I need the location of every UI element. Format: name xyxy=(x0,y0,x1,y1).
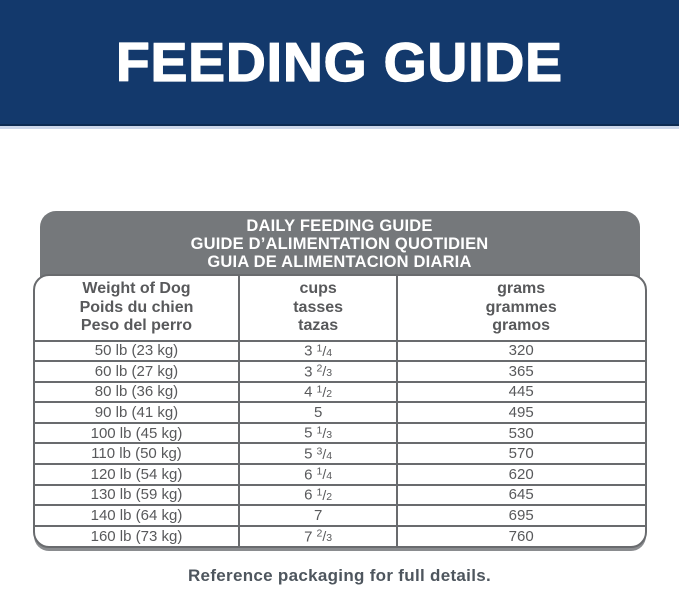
cups-fraction: 1/2 xyxy=(316,486,333,503)
grams-cell: 620 xyxy=(395,463,645,485)
cups-fraction: 1/3 xyxy=(316,424,333,441)
weight-cell: 90 lb (41 kg) xyxy=(34,401,240,423)
grams-cell: 365 xyxy=(395,360,645,382)
header-row: Weight of Dog Poids du chien Peso del pe… xyxy=(35,276,645,341)
cups-cell: 4 1/2 xyxy=(238,380,397,403)
grams-cell: 695 xyxy=(395,504,645,526)
cups-cell: 7 xyxy=(238,504,397,526)
table-title-line-en: DAILY FEEDING GUIDE xyxy=(246,217,433,235)
cups-cell: 5 3/4 xyxy=(238,442,397,465)
weight-cell: 50 lb (23 kg) xyxy=(34,339,240,362)
weight-cell: 160 lb (73 kg) xyxy=(34,524,240,547)
column-header-line: gramos xyxy=(492,317,551,334)
table-row: 120 lb (54 kg) 6 1/4 620 xyxy=(34,463,645,485)
column-header-line: grammes xyxy=(485,298,557,316)
grams-cell: 760 xyxy=(395,524,645,547)
weight-cell: 140 lb (64 kg) xyxy=(34,504,240,526)
banner-underline-strip xyxy=(0,126,679,129)
column-header-cups: cups tasses tazas xyxy=(238,276,397,341)
weight-cell: 60 lb (27 kg) xyxy=(34,360,240,382)
table-row: 80 lb (36 kg) 4 1/2 445 xyxy=(34,380,645,403)
feeding-table: Weight of Dog Poids du chien Peso del pe… xyxy=(34,276,645,547)
feeding-table-card: Weight of Dog Poids du chien Peso del pe… xyxy=(32,274,647,549)
weight-cell: 130 lb (59 kg) xyxy=(34,483,240,506)
column-header-line: Poids du chien xyxy=(79,298,194,316)
weight-cell: 80 lb (36 kg) xyxy=(34,380,240,403)
grams-cell: 530 xyxy=(395,421,645,444)
cups-cell: 6 1/4 xyxy=(238,463,397,485)
cups-fraction: 1/4 xyxy=(316,465,333,483)
column-header-line: tazas xyxy=(298,317,339,334)
cups-cell: 6 1/2 xyxy=(238,483,397,506)
feeding-table-body: 50 lb (23 kg) 3 1/4 320 60 lb (27 kg) 3 2/3 365… xyxy=(34,339,645,547)
footer-note: Reference packaging for full details. xyxy=(187,566,491,586)
grams-cell: 320 xyxy=(395,339,645,362)
cups-fraction: 2/3 xyxy=(316,362,333,380)
table-row: 110 lb (50 kg) 5 3/4 570 xyxy=(34,442,645,465)
table-row: 100 lb (45 kg) 5 1/3 530 xyxy=(34,421,645,444)
weight-cell: 110 lb (50 kg) xyxy=(34,442,240,465)
table-row: 50 lb (23 kg) 3 1/4 320 xyxy=(34,339,645,362)
page-title: FEEDING GUIDE xyxy=(115,30,563,93)
column-header-grams: grams grammes gramos xyxy=(395,276,645,341)
column-header-weight: Weight of Dog Poids du chien Peso del pe… xyxy=(35,276,240,340)
grams-cell: 495 xyxy=(395,401,645,423)
cups-cell: 3 1/4 xyxy=(238,339,397,362)
feeding-table-header: Weight of Dog Poids du chien Peso del pe… xyxy=(35,276,645,341)
cups-cell: 5 xyxy=(238,401,397,423)
column-header-line: grams xyxy=(497,280,546,297)
grams-cell: 570 xyxy=(395,442,645,465)
table-title-line-es: GUIA DE ALIMENTACION DIARIA xyxy=(207,253,472,271)
table-row: 140 lb (64 kg) 7 695 xyxy=(34,504,645,526)
cups-fraction: 2/3 xyxy=(316,527,333,545)
cups-fraction: 3/4 xyxy=(316,445,333,462)
cups-cell: 7 2/3 xyxy=(238,524,397,547)
feeding-guide-banner: FEEDING GUIDE xyxy=(0,0,679,126)
table-row: 60 lb (27 kg) 3 2/3 365 xyxy=(34,360,645,382)
cups-cell: 5 1/3 xyxy=(238,421,397,444)
weight-cell: 100 lb (45 kg) xyxy=(34,421,240,444)
grams-cell: 445 xyxy=(395,380,645,403)
grams-cell: 645 xyxy=(395,483,645,506)
table-row: 160 lb (73 kg) 7 2/3 760 xyxy=(34,524,645,547)
table-title-line-fr: GUIDE D’ALIMENTATION QUOTIDIEN xyxy=(190,235,489,253)
column-header-line: Peso del perro xyxy=(80,317,193,334)
table-row: 130 lb (59 kg) 6 1/2 645 xyxy=(34,483,645,506)
weight-cell: 120 lb (54 kg) xyxy=(34,463,240,485)
column-header-line: tasses xyxy=(293,298,344,316)
table-row: 90 lb (41 kg) 5 495 xyxy=(34,401,645,423)
cups-cell: 3 2/3 xyxy=(238,360,397,382)
cups-fraction: 1/4 xyxy=(316,342,333,359)
cups-fraction: 1/2 xyxy=(316,383,333,400)
column-header-line: Weight of Dog xyxy=(82,280,191,297)
column-header-line: cups xyxy=(299,280,337,297)
feeding-guide-section: DAILY FEEDING GUIDE GUIDE D’ALIMENTATION… xyxy=(0,211,679,586)
